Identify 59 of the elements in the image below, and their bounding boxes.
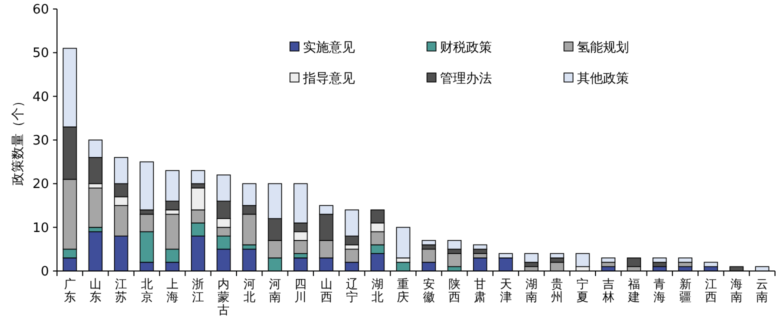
bar — [550, 253, 564, 258]
x-tick-label: 海南 — [730, 277, 743, 304]
y-tick-label: 30 — [32, 134, 49, 148]
x-tick-label: 天津 — [500, 277, 512, 304]
y-tick-label: 40 — [32, 90, 49, 105]
y-tick-label: 60 — [32, 2, 49, 18]
bar — [447, 240, 462, 250]
x-tick-label: 山东 — [89, 277, 102, 304]
bar — [524, 253, 538, 263]
bar — [190, 170, 206, 184]
bar — [422, 240, 436, 246]
y-axis-title: 政策数量（个） — [11, 94, 26, 186]
x-tick-label: 宁夏 — [576, 277, 589, 304]
legend-label: 氢能规划 — [577, 40, 629, 56]
x-tick-label: 贵州 — [551, 277, 564, 304]
x-tick-label: 重庆 — [397, 277, 410, 304]
bar — [678, 262, 692, 268]
bar — [473, 244, 488, 250]
x-tick-label: 云南 — [756, 277, 768, 304]
x-tick-label: 江苏 — [115, 277, 128, 304]
legend-label: 实施意见 — [303, 40, 355, 56]
bar — [396, 226, 410, 258]
x-tick-label: 青海 — [654, 277, 666, 304]
x-tick-label: 山西 — [320, 277, 332, 304]
bar — [140, 161, 154, 210]
x-tick-label: 湖南 — [525, 277, 538, 304]
y-tick-label: 0 — [40, 264, 49, 280]
y-tick-label: 20 — [32, 177, 49, 192]
bar — [88, 188, 103, 228]
bar — [601, 258, 616, 263]
x-tick-label: 四川 — [294, 277, 307, 304]
legend-label: 管理办法 — [440, 72, 492, 86]
bar — [678, 258, 692, 263]
x-tick-label: 湖北 — [372, 277, 384, 304]
x-tick-label: 吉林 — [601, 277, 614, 304]
bar — [576, 253, 590, 268]
x-tick-label: 江西 — [704, 277, 717, 304]
y-tick-label: 50 — [32, 46, 49, 62]
bar — [704, 262, 718, 268]
y-tick-label: 10 — [32, 220, 49, 236]
x-tick-label: 内蒙古 — [218, 277, 230, 317]
legend-label: 指导意见 — [302, 72, 355, 86]
x-tick-label: 上海 — [166, 277, 178, 304]
x-tick-label: 甘肃 — [474, 277, 486, 304]
x-tick-label: 安徽 — [422, 277, 435, 304]
legend-label: 财税政策 — [440, 40, 492, 56]
x-tick-label: 广东 — [64, 277, 76, 304]
legend-label: 其他政策 — [577, 72, 629, 86]
x-tick-label: 河南 — [268, 277, 281, 304]
bar — [447, 253, 462, 268]
x-tick-label: 陕西 — [448, 277, 460, 304]
x-tick-label: 河北 — [243, 277, 256, 304]
bar — [652, 258, 667, 263]
x-tick-label: 福建 — [626, 277, 640, 304]
bar — [626, 258, 642, 268]
x-tick-label: 浙江 — [192, 277, 204, 304]
x-tick-label: 辽宁 — [346, 277, 358, 304]
x-tick-label: 新疆 — [679, 277, 692, 304]
x-tick-label: 北京 — [140, 277, 153, 304]
